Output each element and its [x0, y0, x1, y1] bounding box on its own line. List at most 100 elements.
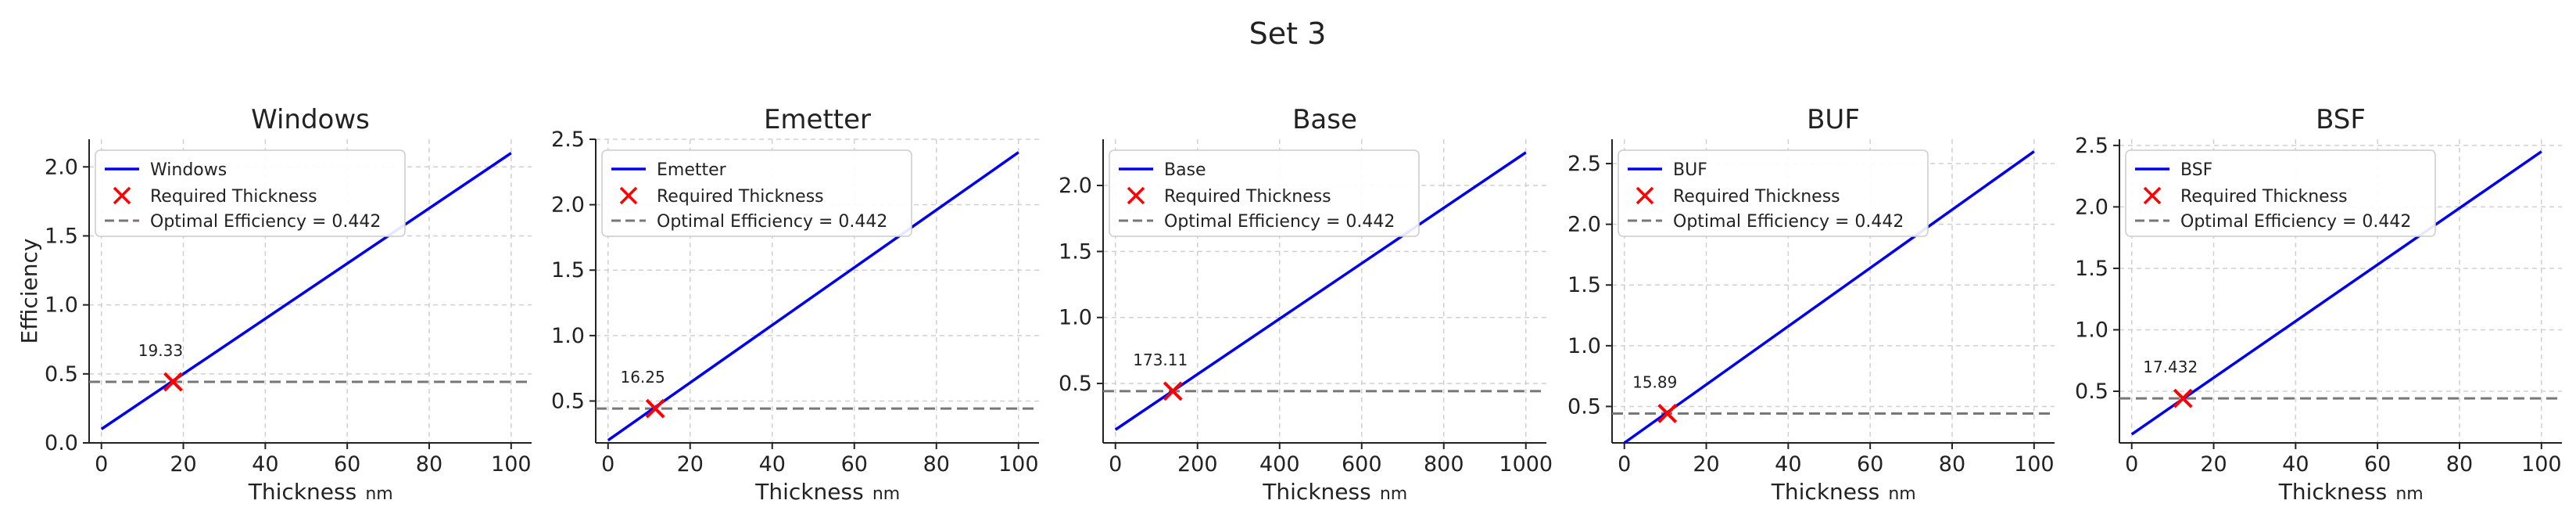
chart-panel-3: 0 200 400 600 800 1000 0.5 1.0 1.5 2.0 173.11 Base T… [1059, 104, 1553, 505]
marker-stroke-b [2173, 388, 2193, 408]
legend-marker-label: Required Thickness [657, 187, 824, 207]
legend-box [601, 149, 912, 237]
legend-marker-swatch-b [1636, 186, 1654, 205]
x-tick-label-3: 40 [1775, 452, 1801, 477]
legend-box [1109, 149, 1420, 237]
chart-panel-1: 0 20 40 60 80 100 0.0 0.5 1.0 1.5 2.0 19.33 Windows T… [16, 104, 532, 505]
marker-annotation: 173.11 [1133, 351, 1188, 369]
legend-box [1618, 149, 1929, 237]
x-axis-unit: nm [1380, 484, 1407, 504]
marker-stroke-b [163, 372, 183, 392]
x-tick-label-6: 100 [998, 452, 1039, 477]
required-thickness-marker [645, 398, 665, 419]
legend: Base Required Thickness Optimal Efficiency… [1109, 149, 1420, 237]
x-tick-label-5: 80 [1939, 452, 1965, 477]
legend-series-label: Base [1164, 160, 1206, 180]
y-tick-label-3: 1.5 [1059, 239, 1092, 264]
x-axis-unit: nm [2395, 484, 2423, 504]
x-tick-label-5: 800 [1424, 452, 1464, 477]
legend-box [95, 149, 406, 237]
legend-marker-swatch-b [113, 186, 131, 205]
x-tick-label-4: 60 [334, 452, 360, 477]
x-axis-unit: nm [1888, 484, 1915, 504]
x-axis-unit: nm [872, 484, 900, 504]
x-tick-label-4: 60 [1857, 452, 1883, 477]
y-tick-label-2: 1.0 [2075, 318, 2108, 342]
legend: Emetter Required Thickness Optimal Efficie… [601, 149, 912, 237]
y-tick-label-4: 2.0 [1059, 174, 1092, 198]
x-tick-label-5: 80 [2446, 452, 2473, 477]
y-tick-label-2: 1.0 [1567, 334, 1601, 358]
legend-marker-swatch-b [1127, 186, 1145, 205]
chart-panels: 0 20 40 60 80 100 0.0 0.5 1.0 1.5 2.0 19.33 Windows T… [16, 104, 2562, 505]
marker-stroke-b [645, 398, 665, 419]
y-tick-label-2: 1.0 [1059, 306, 1092, 330]
panel-title: Windows [251, 104, 370, 135]
panel-title: BUF [1807, 104, 1860, 135]
y-tick-label-4: 2.0 [551, 193, 585, 218]
x-tick-label-1: 0 [95, 452, 108, 477]
panel-title: BSF [2316, 104, 2366, 135]
x-axis-label: Thickness [1262, 479, 1370, 505]
y-tick-label-2: 0.5 [45, 362, 78, 387]
y-tick-label-1: 0.0 [45, 431, 78, 455]
x-tick-label-6: 100 [491, 452, 532, 477]
y-tick-label-3: 1.5 [551, 258, 585, 282]
chart-panel-4: 0 20 40 60 80 100 0.5 1.0 1.5 2.0 2.5 15.89 BUF Thick… [1567, 104, 2055, 505]
legend-hline-label: Optimal Efficiency = 0.442 [2180, 212, 2411, 232]
series-line-1 [100, 152, 512, 430]
marker-stroke-b [1657, 404, 1678, 423]
marker-annotation: 15.89 [1632, 372, 1677, 391]
legend-series-label: Windows [150, 160, 227, 180]
y-tick-label-1: 0.5 [551, 389, 585, 413]
x-axis-label: Thickness [754, 479, 863, 505]
x-tick-label-3: 40 [759, 452, 786, 477]
legend-series-label: BSF [2180, 160, 2212, 180]
legend-hline-label: Optimal Efficiency = 0.442 [1164, 212, 1395, 232]
legend: BSF Required Thickness Optimal Efficiency … [2125, 149, 2436, 237]
x-tick-label-1: 0 [1618, 452, 1631, 477]
legend-marker-label: Required Thickness [150, 187, 317, 207]
y-tick-label-3: 1.5 [1567, 273, 1601, 297]
y-axis-label: Efficiency [16, 239, 42, 344]
x-tick-label-6: 100 [2521, 452, 2562, 477]
y-tick-label-3: 1.5 [2075, 257, 2108, 281]
marker-annotation: 17.432 [2143, 358, 2198, 376]
x-tick-label-4: 60 [841, 452, 868, 477]
legend-box [2125, 149, 2436, 237]
legend-marker-label: Required Thickness [1673, 187, 1840, 207]
x-tick-label-2: 200 [1177, 452, 1218, 477]
marker-stroke-b [1163, 381, 1183, 401]
x-tick-label-4: 60 [2364, 452, 2391, 477]
marker-annotation: 16.25 [620, 368, 665, 387]
x-axis-unit: nm [365, 484, 392, 504]
y-tick-label-1: 0.5 [2075, 380, 2108, 404]
y-tick-label-4: 2.0 [2075, 195, 2108, 219]
legend-marker-label: Required Thickness [2180, 187, 2348, 207]
x-tick-label-2: 20 [2200, 452, 2227, 477]
x-tick-label-2: 20 [1693, 452, 1719, 477]
x-tick-label-3: 400 [1259, 452, 1300, 477]
x-tick-label-2: 20 [677, 452, 704, 477]
legend-series-label: BUF [1673, 160, 1707, 180]
series-line-1 [607, 151, 1019, 442]
x-tick-label-6: 1000 [1499, 452, 1553, 477]
series-line-1 [2130, 150, 2542, 436]
x-tick-label-6: 100 [2014, 452, 2055, 477]
legend: BUF Required Thickness Optimal Efficiency … [1618, 149, 1929, 237]
legend-hline-label: Optimal Efficiency = 0.442 [150, 212, 381, 232]
legend-series-label: Emetter [657, 160, 727, 180]
y-tick-label-3: 1.0 [45, 293, 78, 318]
y-tick-label-5: 2.5 [551, 128, 585, 152]
figure-title: Set 3 [1249, 16, 1327, 51]
y-tick-label-5: 2.5 [2075, 134, 2108, 158]
x-tick-label-5: 80 [416, 452, 442, 477]
chart-panel-2: 0 20 40 60 80 100 0.5 1.0 1.5 2.0 2.5 16.25 Emetter T… [551, 104, 1039, 505]
y-tick-label-5: 2.0 [45, 155, 78, 179]
x-tick-label-1: 0 [1109, 452, 1122, 477]
x-tick-label-2: 20 [170, 452, 196, 477]
panel-title: Base [1292, 104, 1357, 135]
legend-hline-label: Optimal Efficiency = 0.442 [657, 212, 887, 232]
x-tick-label-1: 0 [2125, 452, 2138, 477]
